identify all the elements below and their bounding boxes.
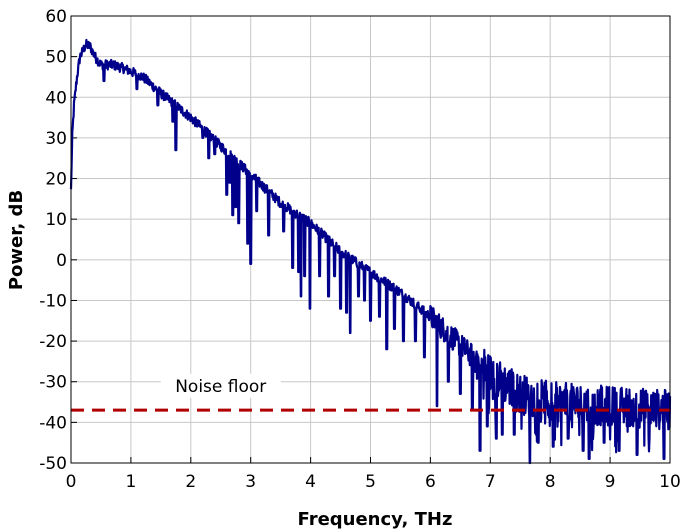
y-tick-label: -50 bbox=[39, 454, 67, 474]
x-tick-label: 0 bbox=[66, 472, 77, 492]
y-axis-label: Power, dB bbox=[6, 190, 27, 290]
x-tick-label: 8 bbox=[545, 472, 556, 492]
x-tick-label: 1 bbox=[125, 472, 136, 492]
y-tick-label: 10 bbox=[45, 210, 67, 230]
y-tick-label: -20 bbox=[39, 332, 67, 352]
x-tick-label: 5 bbox=[365, 472, 376, 492]
traces bbox=[69, 38, 672, 465]
x-tick-label: 3 bbox=[245, 472, 256, 492]
y-tick-label: 20 bbox=[45, 170, 67, 190]
y-tick-label: 40 bbox=[45, 88, 67, 108]
plot-frame bbox=[70, 15, 671, 464]
x-tick-label: 9 bbox=[605, 472, 616, 492]
y-tick-label: 30 bbox=[45, 129, 67, 149]
tick-labels: 0 1 2 3 4 5 6 7 8 9 10 60 50 40 30 20 10 0 -10 -20 -30 -40 -50 bbox=[39, 7, 681, 492]
annotation-background bbox=[160, 373, 281, 398]
x-tick-label: 6 bbox=[425, 472, 436, 492]
x-tick-label: 4 bbox=[305, 472, 316, 492]
y-tick-label: -10 bbox=[39, 291, 67, 311]
y-tick-label: 60 bbox=[45, 7, 67, 27]
x-axis-label: Frequency, THz bbox=[298, 509, 453, 530]
x-tick-label: 2 bbox=[185, 472, 196, 492]
y-tick-label: -30 bbox=[39, 373, 67, 393]
x-tick-label: 10 bbox=[659, 472, 681, 492]
annotation-group: Noise floor bbox=[160, 373, 281, 398]
x-tick-label: 7 bbox=[485, 472, 496, 492]
y-tick-label: 0 bbox=[56, 251, 67, 271]
y-tick-label: -40 bbox=[39, 413, 67, 433]
y-tick-label: 50 bbox=[45, 48, 67, 68]
noise-floor-label: Noise floor bbox=[175, 377, 266, 397]
spectrum-line bbox=[69, 38, 672, 465]
